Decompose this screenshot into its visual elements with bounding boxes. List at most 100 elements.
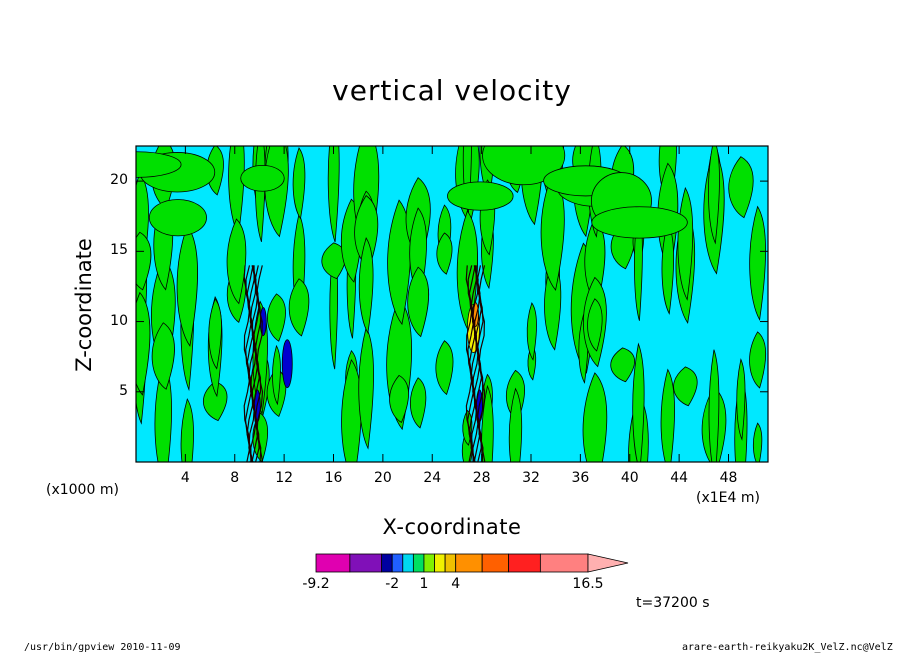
x-tick-label: 8 <box>230 470 240 486</box>
positive-w-region-12 <box>180 398 194 462</box>
colorbar-segment-1 <box>349 553 383 573</box>
positive-w-region-3 <box>136 231 152 291</box>
footer-left: /usr/bin/gpview 2010-11-09 <box>24 642 181 653</box>
positive-w-region-26 <box>267 293 286 342</box>
colorbar-segment-8 <box>444 553 457 573</box>
positive-w-region-4 <box>136 291 151 396</box>
positive-w-region-56 <box>436 232 453 275</box>
y-tick-label: 15 <box>110 242 128 259</box>
positive-w-region-54 <box>435 340 454 396</box>
positive-w-region-87 <box>587 298 603 352</box>
colorbar-arrow <box>587 553 629 573</box>
positive-w-region-44 <box>358 326 375 450</box>
colorbar-segment-3 <box>391 553 404 573</box>
colorbar-label: 1 <box>419 576 429 592</box>
positive-w-region-112 <box>753 422 763 462</box>
colorbar-label: -9.2 <box>302 576 330 592</box>
positive-w-region-78 <box>540 172 565 291</box>
colorbar-segment-7 <box>434 553 446 573</box>
colorbar-segment-10 <box>481 553 510 573</box>
contour-line-1-8 <box>478 265 486 462</box>
downdraft-cell-2 <box>281 339 293 389</box>
positive-w-region-31 <box>288 278 310 337</box>
y-axis-label: Z-coordinate <box>72 238 96 372</box>
colorbar-segment-5 <box>412 553 425 573</box>
contour-line-0-2 <box>246 265 254 462</box>
positive-w-region-115 <box>482 146 566 186</box>
x-tick-label: 44 <box>670 470 689 486</box>
positive-w-region-11 <box>176 225 199 347</box>
positive-w-region-119 <box>148 199 207 237</box>
colorbar-segment-9 <box>455 553 483 573</box>
positive-w-region-19 <box>226 218 247 305</box>
positive-w-region-118 <box>447 181 514 211</box>
positive-w-region-92 <box>632 342 645 462</box>
positive-w-region-107 <box>708 349 720 462</box>
colorbar-segment-0 <box>315 553 351 573</box>
x-tick-label: 12 <box>275 470 294 486</box>
positive-w-region-72 <box>526 302 537 361</box>
plot-frame <box>135 145 769 463</box>
colorbar <box>315 553 629 573</box>
positive-w-region-51 <box>410 377 427 429</box>
x-unit-right: (x1E4 m) <box>696 490 760 506</box>
positive-w-region-9 <box>151 322 175 390</box>
positive-w-region-99 <box>661 221 675 315</box>
contour-line-1-5 <box>473 265 481 462</box>
x-tick-label: 4 <box>180 470 190 486</box>
time-label: t=37200 s <box>636 595 710 611</box>
positive-w-region-16 <box>208 298 222 370</box>
x-unit-left: (x1000 m) <box>46 482 119 498</box>
positive-w-region-66 <box>481 384 494 462</box>
positive-w-region-69 <box>508 387 523 462</box>
contour-line-1-4 <box>471 265 480 462</box>
colorbar-segment-6 <box>423 553 435 573</box>
x-axis-label: X-coordinate <box>382 515 522 539</box>
contour-line-1-3 <box>470 265 478 462</box>
positive-w-region-83 <box>582 372 608 462</box>
contour-line-0-3 <box>248 265 256 462</box>
positive-w-region-106 <box>708 146 720 245</box>
positive-w-region-101 <box>673 366 698 407</box>
positive-w-region-113 <box>749 205 766 321</box>
x-tick-label: 24 <box>423 470 442 486</box>
y-tick-label: 5 <box>119 382 128 399</box>
positive-w-region-110 <box>736 358 746 441</box>
colorbar-label: 16.5 <box>572 576 604 592</box>
x-tick-label: 28 <box>472 470 491 486</box>
colorbar-label: 4 <box>451 576 461 592</box>
x-tick-label: 16 <box>324 470 343 486</box>
positive-w-region-29 <box>272 344 281 406</box>
footer-right: arare-earth-reikyaku2K_VelZ.nc@VelZ <box>682 642 893 653</box>
positive-w-region-49 <box>389 374 409 424</box>
colorbar-segment-2 <box>381 553 393 573</box>
contour-line-1-2 <box>468 265 476 462</box>
contour-line-0-4 <box>249 265 257 462</box>
colorbar-segment-12 <box>539 553 589 573</box>
chart-title: vertical velocity <box>332 74 572 107</box>
y-tick-label: 20 <box>110 172 128 189</box>
x-tick-label: 48 <box>719 470 738 486</box>
colorbar-segment-4 <box>402 553 414 573</box>
positive-w-region-90 <box>610 347 635 383</box>
x-tick-label: 36 <box>571 470 590 486</box>
contour-field <box>136 146 768 462</box>
positive-w-region-53 <box>407 266 430 338</box>
colorbar-label: -2 <box>385 576 400 592</box>
colorbar-segment-11 <box>508 553 541 573</box>
x-tick-label: 40 <box>620 470 639 486</box>
positive-w-region-120 <box>240 164 285 192</box>
positive-w-region-32 <box>292 147 306 220</box>
positive-w-region-111 <box>749 331 767 389</box>
y-tick-label: 10 <box>110 312 128 329</box>
positive-w-region-109 <box>728 156 754 219</box>
positive-w-region-121 <box>136 151 182 178</box>
x-tick-label: 32 <box>522 470 540 486</box>
positive-w-region-35 <box>327 146 340 243</box>
positive-w-region-13 <box>203 381 228 422</box>
contour-line-0-8 <box>256 265 264 462</box>
positive-w-region-45 <box>358 237 374 334</box>
x-tick-label: 20 <box>373 470 392 486</box>
positive-w-region-123 <box>591 206 688 239</box>
